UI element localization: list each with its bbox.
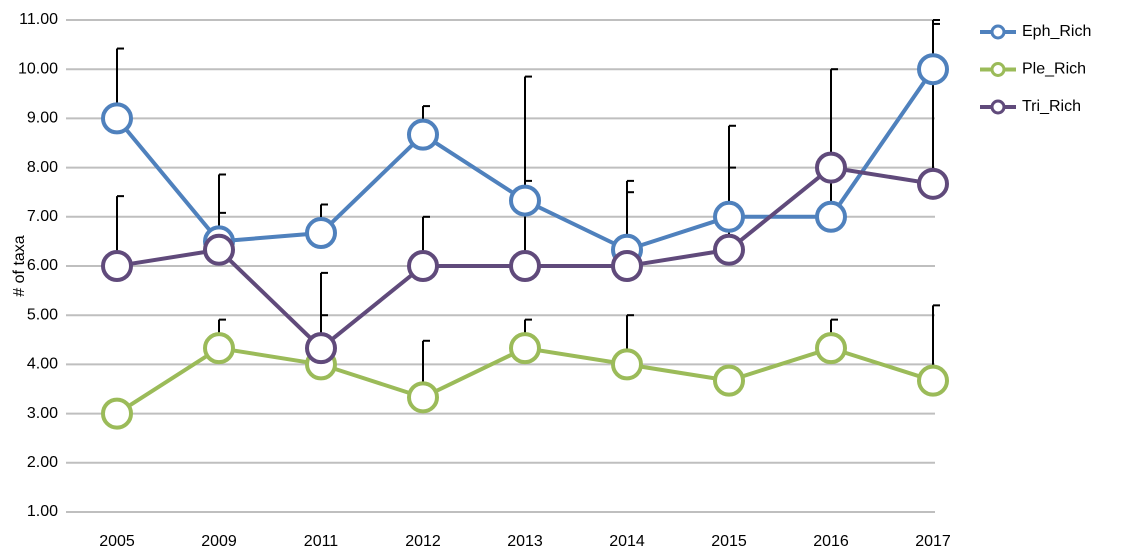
x-tick-label: 2016 [813,533,849,550]
y-tick-label: 1.00 [27,503,58,520]
data-point [101,397,133,430]
legend-label: Ple_Rich [1022,61,1086,78]
legend-marker [990,99,1006,115]
x-tick-label: 2013 [507,533,543,550]
y-tick-label: 6.00 [27,257,58,274]
error-bar [524,75,532,201]
data-point [509,332,541,365]
data-point [203,233,235,266]
data-point [407,250,439,282]
y-axis-label: # of taxa [11,235,28,296]
x-tick-label: 2012 [405,533,441,550]
data-point [509,184,541,217]
data-point [815,332,847,365]
data-point [203,332,235,365]
data-point [611,250,643,282]
data-point [509,250,541,282]
data-point [305,332,337,365]
y-tick-label: 4.00 [27,356,58,373]
x-tick-label: 2015 [711,533,747,550]
data-point [815,151,847,184]
data-point [407,381,439,414]
data-point [917,53,949,86]
x-tick-label: 2009 [201,533,237,550]
data-point [917,167,949,200]
data-point [611,348,643,381]
y-tick-label: 7.00 [27,208,58,225]
y-tick-label: 8.00 [27,159,58,176]
y-tick-label: 5.00 [27,306,58,323]
data-point [713,364,745,397]
data-point [407,118,439,151]
x-tick-label: 2011 [304,533,339,550]
y-tick-label: 10.00 [18,60,58,77]
error-bar [830,68,838,217]
legend-marker [990,24,1006,40]
data-point [101,102,133,135]
error-bar [932,22,940,184]
y-tick-label: 11.00 [19,11,58,28]
x-tick-label: 2014 [609,533,645,550]
legend-label: Eph_Rich [1022,23,1091,40]
data-point [101,250,133,282]
x-tick-label: 2005 [99,533,135,550]
data-point [917,364,949,397]
legend-marker [990,62,1006,77]
x-tick-label: 2017 [915,533,951,550]
y-tick-label: 3.00 [27,405,58,422]
data-point [713,233,745,266]
data-point [713,200,745,233]
y-tick-label: 9.00 [27,110,58,127]
data-point [305,217,337,250]
legend-label: Tri_Rich [1022,98,1081,115]
y-tick-label: 2.00 [27,454,58,471]
data-point [815,200,847,233]
